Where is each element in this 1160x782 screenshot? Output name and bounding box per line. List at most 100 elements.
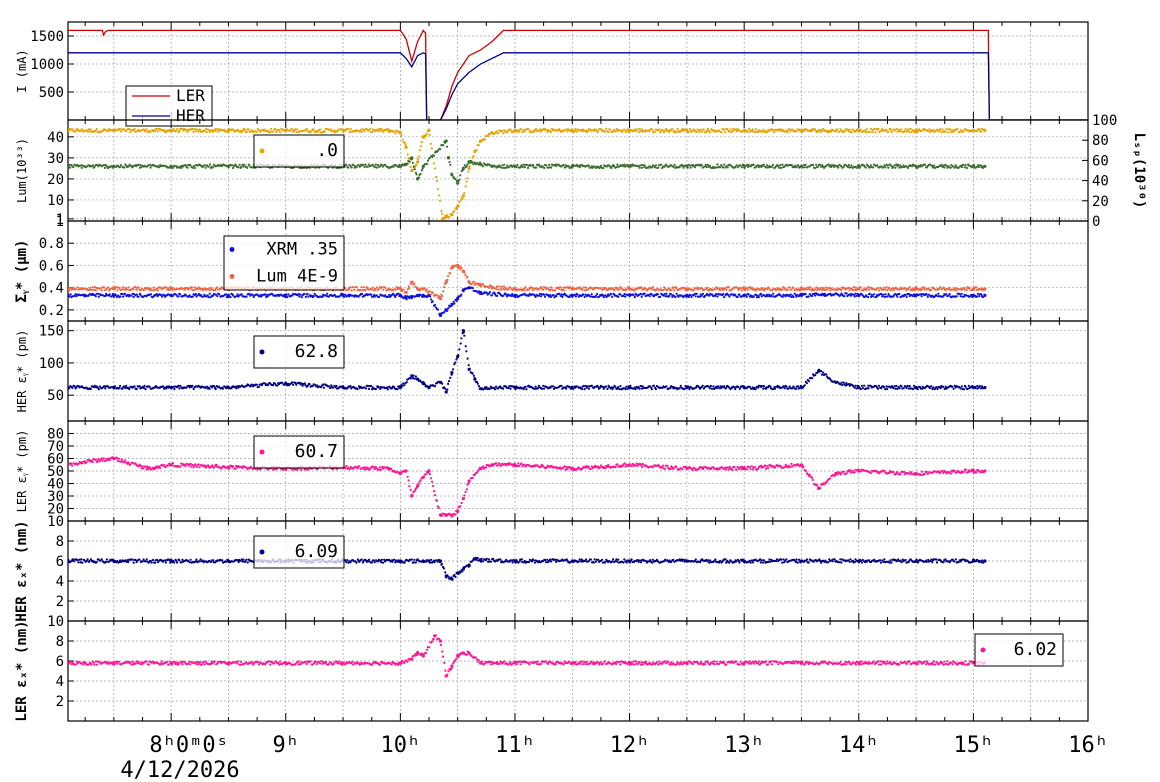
data-point [193,128,196,131]
data-point [885,286,888,289]
data-point [648,129,651,132]
data-point [459,342,462,345]
data-point [949,166,952,169]
data-point [225,387,228,390]
data-point [169,128,173,133]
data-point [909,127,912,130]
data-point [911,289,914,292]
data-point [444,139,448,143]
data-point [93,165,96,168]
data-point [447,382,450,385]
data-point [378,295,381,298]
data-point [559,286,562,289]
data-point [853,295,856,298]
data-point [501,164,504,167]
data-point [70,288,73,291]
data-point [580,388,584,391]
data-point [848,289,851,292]
data-point [590,384,593,387]
data-point [477,144,480,147]
y-axis-label: HER εᵧ* (pm) [15,330,29,413]
data-point [122,295,125,298]
data-point [874,131,877,134]
data-point [753,287,756,290]
data-point [176,127,179,131]
data-point [454,177,457,180]
data-point [807,380,811,383]
data-point [947,131,950,134]
data-point [304,295,307,298]
data-point [366,384,369,387]
data-point [892,295,895,298]
data-point [506,295,509,298]
data-point [693,292,697,295]
data-point [386,386,389,389]
data-point [458,178,461,181]
data-point [617,386,620,389]
data-point [955,289,958,292]
data-point [315,384,319,387]
data-point [539,130,543,133]
data-point [89,128,92,131]
data-point [628,128,632,133]
data-point [829,292,832,295]
data-point [906,166,910,169]
data-point [540,387,544,390]
data-point [434,385,437,388]
data-point [156,130,159,133]
data-point [893,385,896,388]
data-point [641,128,644,131]
data-point [394,288,397,291]
data-point [666,289,669,292]
data-point [905,295,908,298]
data-point [654,388,658,391]
data-point [506,164,509,167]
data-point [615,127,618,131]
data-point [690,295,693,299]
data-point [792,385,795,388]
data-point [772,129,775,132]
data-point [148,163,152,166]
data-point [137,286,140,289]
data-point [777,165,780,168]
data-point [623,292,626,296]
data-point [235,295,238,298]
data-point [444,308,448,312]
data-point [709,384,713,388]
data-point [864,166,867,169]
data-point [118,127,122,131]
data-point [541,288,545,291]
data-point [381,128,384,131]
y-tick-label: 1000 [30,57,64,73]
data-point [305,127,308,131]
data-point [142,386,145,389]
data-point [360,286,363,289]
data-point [754,388,757,391]
data-point [813,288,817,291]
y-tick-label: 1500 [30,29,64,45]
data-point [983,128,987,133]
data-point [650,388,654,391]
data-point [679,384,682,387]
data-point [821,288,824,292]
data-point [900,385,903,388]
data-point [358,165,361,168]
data-point [613,165,616,168]
data-point [444,215,448,219]
data-point [641,385,644,388]
data-point [877,384,881,387]
data-point [294,381,297,385]
data-point [890,164,893,168]
data-point [892,165,895,168]
data-point [752,295,755,298]
data-point [813,166,817,170]
y-tick-label: 0.4 [39,281,64,297]
data-point [549,131,553,134]
series-points-0 [68,286,987,317]
data-point [344,287,347,290]
data-point [446,278,449,281]
data-point [373,130,376,133]
data-point [210,129,214,132]
data-point [107,130,110,133]
